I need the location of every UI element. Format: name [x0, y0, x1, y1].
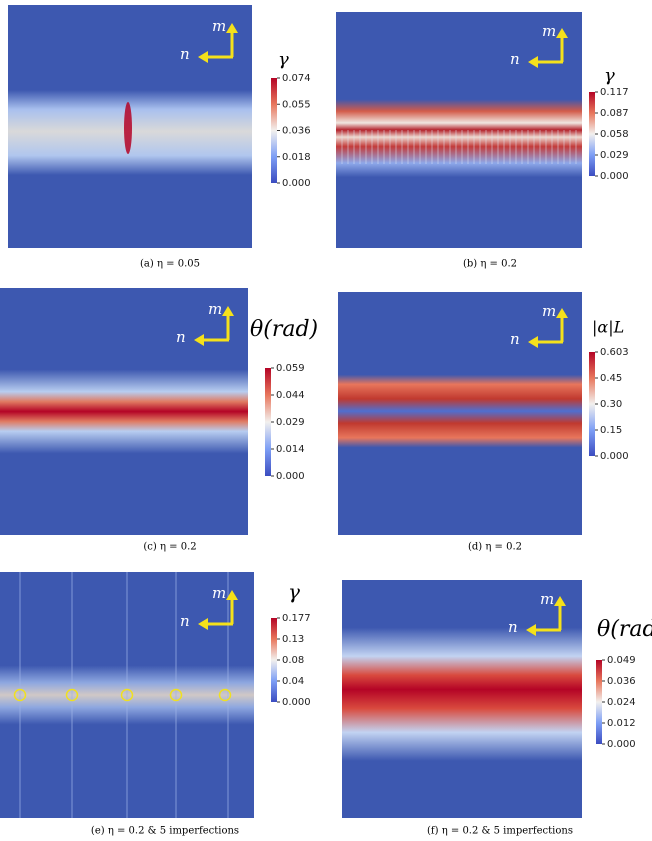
colorbar-tick-label: 0.049 — [607, 655, 636, 666]
colorbar-tick-label: 0.30 — [600, 399, 622, 410]
colorbar-tick-label: 0.177 — [282, 613, 311, 624]
field-image — [338, 292, 582, 535]
arrow-m-head — [556, 28, 568, 38]
colorbar-tick-label: 0.000 — [282, 178, 311, 189]
caption: (a) η = 0.05 — [140, 259, 200, 270]
colorbar-tick-label: 0.087 — [600, 108, 629, 119]
shear-spot — [124, 102, 132, 154]
colorbar — [596, 660, 602, 744]
caption: (f) η = 0.2 & 5 imperfections — [427, 826, 573, 837]
arrow-label: m — [208, 300, 222, 318]
colorbar-tick-label: 0.074 — [282, 73, 311, 84]
imperfection-marker — [65, 688, 79, 702]
imperfection-marker — [13, 688, 27, 702]
caption: (c) η = 0.2 — [143, 542, 196, 553]
colorbar-tick-label: 0.055 — [282, 99, 311, 110]
arrow-n-head — [198, 618, 208, 630]
colorbar-tick-label: 0.000 — [282, 697, 311, 708]
colorbar — [271, 78, 277, 183]
colorbar-tick-label: 0.15 — [600, 425, 622, 436]
colorbar — [589, 92, 595, 176]
arrow-n-head — [528, 336, 538, 348]
field-image — [0, 288, 248, 535]
imperfection-marker — [169, 688, 183, 702]
caption: (b) η = 0.2 — [463, 259, 517, 270]
arrow-label: m — [212, 17, 226, 35]
field-image — [342, 580, 582, 818]
colorbar-label: γ — [278, 49, 289, 70]
arrow-label: n — [180, 45, 190, 63]
arrow-label: n — [180, 612, 190, 630]
colorbar-label: θ(rad — [597, 617, 652, 642]
colorbar-tick-label: 0.036 — [282, 126, 311, 137]
arrow-m-head — [554, 596, 566, 606]
panel: n m θ(rad 0.049 0.036 0.024 0.012 0.000 (f) η = … — [342, 580, 652, 837]
panel: n m |α|L 0.603 0.45 0.30 0.15 0.000 (d) η = 0.2 — [338, 292, 629, 553]
arrow-label: n — [510, 330, 520, 348]
colorbar-tick-label: 0.059 — [276, 363, 305, 374]
colorbar-tick-label: 0.000 — [276, 471, 305, 482]
arrow-m-head — [226, 590, 238, 600]
arrow-m-head — [222, 306, 234, 316]
colorbar-tick-label: 0.036 — [607, 676, 636, 687]
arrow-n-head — [194, 334, 204, 346]
colorbar-label: θ(rad) — [250, 317, 318, 342]
colorbar-tick-label: 0.029 — [600, 150, 629, 161]
panel: n m γ0.117 0.087 0.058 0.029 0.000 (b) η = 0.2 — [336, 12, 629, 270]
colorbar-tick-label: 0.117 — [600, 87, 629, 98]
arrow-m-head — [226, 23, 238, 33]
arrow-label: n — [176, 328, 186, 346]
arrow-label: m — [542, 302, 556, 320]
colorbar-tick-label: 0.058 — [600, 129, 629, 140]
colorbar-tick-label: 0.044 — [276, 390, 305, 401]
colorbar — [265, 368, 271, 476]
arrow-label: n — [510, 50, 520, 68]
colorbar-tick-label: 0.029 — [276, 417, 305, 428]
arrow-label: m — [542, 22, 556, 40]
arrow-label: m — [212, 584, 226, 602]
colorbar-label: γ — [604, 65, 615, 86]
colorbar-tick-label: 0.012 — [607, 718, 636, 729]
arrow-n-head — [528, 56, 538, 68]
colorbar-label: γ — [288, 580, 300, 604]
colorbar-tick-label: 0.000 — [600, 451, 629, 462]
colorbar-label: |α|L — [592, 318, 624, 337]
colorbar-tick-label: 0.603 — [600, 347, 629, 358]
arrow-n-head — [198, 51, 208, 63]
panel: n m θ(rad) 0.059 0.044 0.029 0.014 0.000 (c) η =… — [0, 288, 318, 553]
caption: (e) η = 0.2 & 5 imperfections — [91, 826, 239, 837]
imperfection-marker — [218, 688, 232, 702]
field-image — [336, 12, 582, 248]
colorbar-tick-label: 0.45 — [600, 373, 622, 384]
colorbar — [271, 618, 277, 702]
arrow-label: n — [508, 618, 518, 636]
colorbar-tick-label: 0.13 — [282, 634, 304, 645]
panel: n m γ 0.074 0.055 0.036 0.018 0.000 (a) η = 0.05 — [8, 5, 311, 270]
arrow-label: m — [540, 590, 554, 608]
colorbar-tick-label: 0.018 — [282, 152, 311, 163]
colorbar-tick-label: 0.024 — [607, 697, 636, 708]
imperfection-marker — [120, 688, 134, 702]
panel: n m γ 0.177 0.13 0.08 0.04 0.000 (e) η = 0.2 & 5… — [0, 572, 311, 837]
colorbar-tick-label: 0.014 — [276, 444, 305, 455]
colorbar-tick-label: 0.08 — [282, 655, 304, 666]
caption: (d) η = 0.2 — [468, 542, 522, 553]
colorbar-tick-label: 0.000 — [600, 171, 629, 182]
arrow-m-head — [556, 308, 568, 318]
colorbar-tick-label: 0.000 — [607, 739, 636, 750]
arrow-n-head — [526, 624, 536, 636]
colorbar-tick-label: 0.04 — [282, 676, 304, 687]
colorbar — [589, 352, 595, 456]
